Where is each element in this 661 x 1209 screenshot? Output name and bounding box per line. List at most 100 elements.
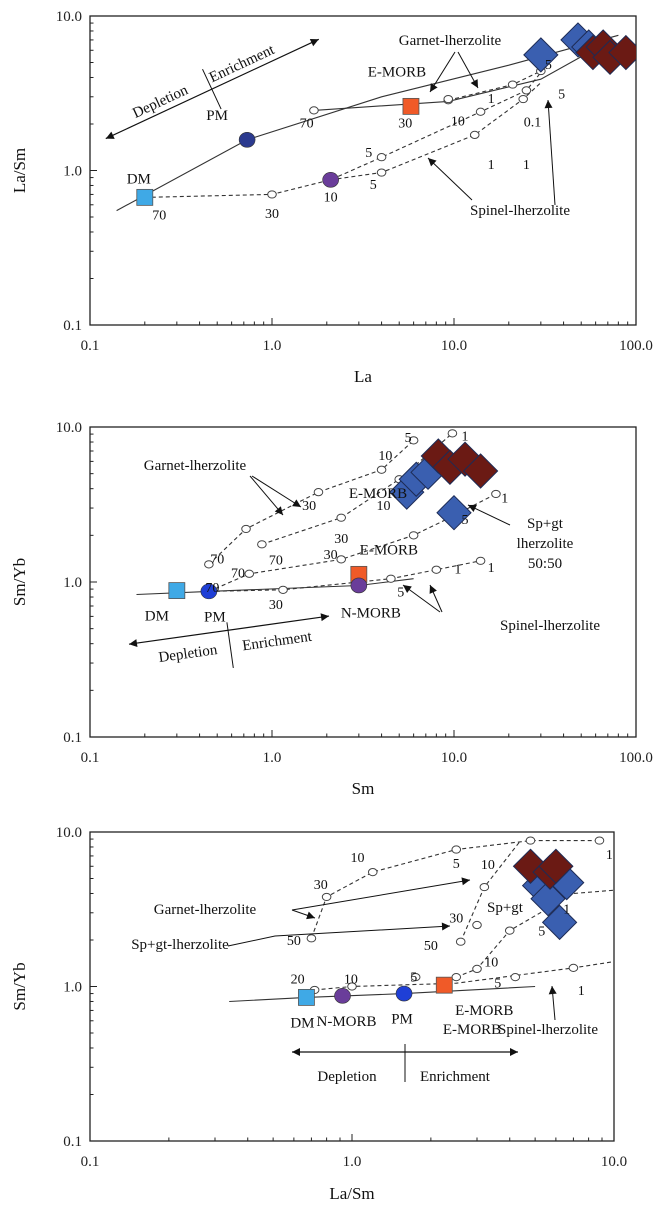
- melt-fraction-marker: [313, 488, 324, 497]
- arrow-divider: [226, 622, 234, 668]
- leader-line: [291, 879, 471, 911]
- reference-label: PM: [391, 1012, 413, 1028]
- melt-percent-label: 5: [558, 88, 565, 103]
- sample-diamond: [530, 881, 566, 917]
- y-tick-label: 10.0: [56, 825, 82, 841]
- melt-percent-label: 70: [210, 552, 224, 567]
- sample-diamond: [462, 453, 499, 489]
- reference-label: PM: [204, 609, 226, 625]
- melt-fraction-marker: [367, 868, 378, 877]
- melt-fraction-marker: [306, 934, 317, 943]
- melt-fraction-marker: [472, 964, 482, 973]
- arrowhead: [306, 911, 315, 920]
- melt-fraction-marker: [518, 94, 528, 104]
- plot-area: [136, 429, 501, 600]
- melt-fraction-marker: [278, 585, 288, 594]
- melt-percent-label: 30: [314, 878, 328, 893]
- spinel-lherzolite-label: Spinel-lherzolite: [470, 203, 570, 219]
- reference-label: DM: [290, 1015, 314, 1031]
- reference-circle: [395, 985, 413, 1002]
- spgt-label: Sp+gt: [487, 900, 524, 916]
- reference-label: E-MORB: [368, 64, 426, 80]
- arrowhead: [105, 131, 115, 139]
- x-tick-label: 10.0: [441, 338, 467, 354]
- melt-fraction-marker: [336, 555, 346, 564]
- melt-fraction-marker: [336, 513, 346, 522]
- enrichment-label: Enrichment: [241, 629, 313, 655]
- x-axis-title: La: [354, 367, 372, 386]
- melting-curve: [313, 41, 609, 111]
- melt-percent-label: 5: [453, 857, 460, 872]
- melt-percent-label: 1: [606, 848, 613, 863]
- arrowhead: [429, 585, 437, 594]
- melt-percent-label: 30: [449, 911, 463, 926]
- arrowhead: [544, 100, 553, 109]
- melt-percent-label: 1: [578, 984, 585, 999]
- melt-fraction-marker: [525, 836, 536, 845]
- arrowhead: [441, 922, 450, 931]
- melt-fraction-marker: [408, 436, 419, 445]
- arrowhead: [548, 986, 557, 995]
- melt-fraction-marker: [491, 489, 501, 499]
- plot-area: [229, 836, 614, 1006]
- arrowhead: [274, 506, 283, 515]
- sample-diamond: [608, 34, 636, 71]
- y-tick-label: 0.1: [63, 730, 82, 746]
- sample-diamond: [436, 494, 472, 531]
- melt-fraction-marker: [309, 106, 319, 115]
- leader-line: [251, 475, 302, 508]
- melt-fraction-marker: [204, 560, 214, 569]
- melt-percent-label: 50: [424, 939, 438, 954]
- reference-label: N-MORB: [341, 605, 401, 621]
- melt-fraction-marker: [568, 963, 579, 972]
- x-axis-title: La/Sm: [329, 1184, 374, 1203]
- reference-square: [435, 976, 453, 994]
- lherzolite-label: lherzolite: [517, 536, 574, 552]
- melt-percent-label: 5: [538, 925, 545, 940]
- x-tick-label: 0.1: [81, 750, 100, 766]
- plot-frame: [89, 15, 637, 326]
- emorb-label: E-MORB: [443, 1022, 501, 1038]
- melt-percent-label: 10: [481, 858, 495, 873]
- reference-circle: [322, 172, 339, 188]
- depletion-label: Depletion: [317, 1069, 377, 1085]
- melt-percent-label: 5: [494, 977, 501, 992]
- emorb-label: E-MORB: [349, 486, 407, 502]
- arrowhead: [403, 585, 412, 593]
- y-axis-title: Sm/Yb: [10, 558, 29, 606]
- y-tick-label: 1.0: [63, 980, 82, 996]
- reference-circle: [200, 583, 218, 600]
- x-tick-label: 1.0: [263, 338, 282, 354]
- depletion-enrichment-arrow: Depletion Enrichment: [292, 1044, 518, 1085]
- melt-percent-label: 30: [398, 116, 412, 131]
- spinel-lherzolite-label: Spinel-lherzolite: [500, 618, 600, 634]
- melt-percent-label: 10: [484, 956, 498, 971]
- arrowhead: [309, 39, 319, 47]
- arrowhead: [510, 1048, 518, 1056]
- melt-fraction-marker: [469, 130, 480, 139]
- melt-percent-label: 30: [269, 598, 283, 613]
- melt-percent-label: 5: [405, 431, 412, 446]
- melt-percent-label: 70: [231, 567, 245, 582]
- y-axis-title: Sm/Yb: [10, 962, 29, 1010]
- melt-fraction-marker: [376, 153, 387, 162]
- melt-percent-label: 30: [302, 499, 316, 514]
- melt-percent-label: 5: [545, 58, 552, 73]
- y-tick-label: 0.1: [63, 1134, 82, 1150]
- reference-square: [136, 188, 154, 206]
- melt-percent-label: 70: [269, 553, 283, 568]
- enrichment-label: Enrichment: [420, 1069, 491, 1085]
- depletion-label: Depletion: [158, 642, 219, 666]
- arrowhead: [430, 83, 438, 92]
- spinel-lherzolite-label: Spinel-lherzolite: [498, 1022, 598, 1038]
- arrowhead: [292, 499, 301, 507]
- y-tick-label: 10.0: [56, 420, 82, 436]
- x-axis-title: Sm: [352, 779, 375, 798]
- melt-percent-label: 1: [454, 563, 461, 578]
- melt-fraction-marker: [376, 168, 387, 177]
- x-tick-label: 100.0: [619, 750, 653, 766]
- arrowhead: [292, 1048, 300, 1056]
